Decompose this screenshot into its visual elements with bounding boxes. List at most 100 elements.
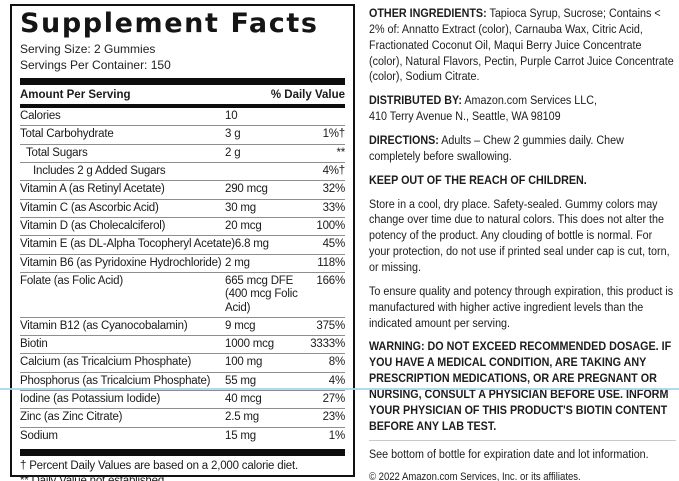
nutrient-daily-value: 4% — [328, 374, 345, 387]
table-row: Biotin 1000 mcg 3333% — [20, 335, 345, 353]
table-row: Vitamin E (as DL-Alpha Tocopheryl Acetat… — [20, 235, 345, 253]
table-row: Total Carbohydrate 3 g 1%† — [20, 125, 345, 143]
table-row: Vitamin A (as Retinyl Acetate) 290 mcg 3… — [20, 180, 345, 198]
nutrient-table: Calories 10 Total Carbohydrate 3 g 1%† T… — [20, 108, 345, 445]
nutrient-daily-value: 45% — [322, 238, 346, 251]
nutrient-name: Vitamin B12 (as Cyanocobalamin) — [20, 319, 188, 332]
footnote-daily-values: † Percent Daily Values are based on a 2,… — [20, 460, 298, 473]
divider-medium — [20, 103, 345, 108]
info-paragraph: WARNING: DO NOT EXCEED RECOMMENDED DOSAG… — [369, 339, 676, 441]
nutrient-name: Vitamin A (as Retinyl Acetate) — [20, 183, 165, 196]
info-column: OTHER INGREDIENTS: Tapioca Syrup, Sucros… — [369, 6, 676, 481]
info-paragraph: OTHER INGREDIENTS: Tapioca Syrup, Sucros… — [369, 6, 676, 85]
nutrient-amount: 2 mg — [225, 256, 250, 269]
nutrient-amount: 1000 mcg — [225, 338, 274, 351]
info-paragraph: KEEP OUT OF THE REACH OF CHILDREN. — [369, 173, 676, 189]
panel-title: Supplement Facts — [20, 8, 319, 39]
nutrient-amount: 665 mcg DFE (400 mcg Folic Acid) — [225, 274, 298, 314]
nutrient-amount: 290 mcg — [225, 183, 268, 196]
divider-thick-top — [20, 77, 345, 85]
nutrient-name: Biotin — [20, 338, 48, 351]
nutrient-daily-value: 118% — [317, 256, 345, 269]
nutrient-daily-value: 23% — [322, 411, 346, 424]
nutrient-name: Vitamin B6 (as Pyridoxine Hydrochloride) — [20, 256, 222, 269]
nutrient-amount: 15 mg — [225, 429, 256, 442]
nutrient-daily-value: 1% — [328, 429, 345, 442]
table-row: Vitamin C (as Ascorbic Acid) 30 mg 33% — [20, 198, 346, 217]
table-row: Vitamin B6 (as Pyridoxine Hydrochloride)… — [20, 253, 345, 272]
paragraph-lead: OTHER INGREDIENTS: — [369, 6, 487, 20]
info-paragraph: © 2022 Amazon.com Services, Inc. or its … — [369, 470, 676, 481]
nutrient-daily-value: 3333% — [310, 338, 345, 351]
nutrient-name: Vitamin C (as Ascorbic Acid) — [20, 201, 159, 214]
table-row: Phosphorus (as Tricalcium Phosphate) 55 … — [20, 371, 345, 390]
nutrient-name: Calcium (as Tricalcium Phosphate) — [20, 356, 192, 369]
nutrient-amount: 6.8 mg — [234, 238, 269, 251]
paragraph-text: Amazon.com Services LLC, 410 Terry Avenu… — [369, 93, 597, 124]
nutrient-name: Vitamin D (as Cholecalciferol) — [20, 219, 166, 232]
nutrient-name: Includes 2 g Added Sugars — [33, 164, 166, 177]
nutrient-name: Total Carbohydrate — [20, 128, 114, 141]
table-row: Calcium (as Tricalcium Phosphate) 100 mg… — [20, 353, 345, 371]
divider-thick-bottom — [20, 449, 345, 457]
amount-per-serving-header: Amount Per Serving — [20, 88, 131, 101]
table-row: Vitamin B12 (as Cyanocobalamin) 9 mcg 37… — [20, 316, 345, 335]
nutrient-daily-value: 33% — [322, 201, 346, 214]
daily-value-header: % Daily Value — [270, 88, 345, 101]
serving-size: Serving Size: 2 Gummies — [20, 42, 156, 57]
table-row: Calories 10 — [20, 108, 345, 125]
nutrient-name: Vitamin E (as DL-Alpha Tocopheryl Acetat… — [20, 238, 235, 251]
table-row: Total Sugars 2 g ** — [20, 143, 345, 162]
paragraph-text: Adults – Chew 2 gummies daily. Chew comp… — [369, 133, 624, 163]
nutrient-amount: 10 — [225, 109, 238, 122]
nutrient-amount: 2.5 mg — [225, 411, 259, 424]
nutrient-daily-value: 1%† — [322, 128, 346, 141]
serving-info: Serving Size: 2 Gummies Servings Per Con… — [20, 42, 345, 74]
nutrient-daily-value: 27% — [322, 393, 346, 406]
table-row: Sodium 15 mg 1% — [20, 426, 345, 445]
nutrient-name: Zinc (as Zinc Citrate) — [20, 411, 123, 424]
paragraph-lead: DIRECTIONS: — [369, 133, 439, 148]
nutrient-name: Phosphorus (as Tricalcium Phosphate) — [20, 374, 211, 387]
paragraph-lead: WARNING: DO NOT EXCEED RECOMMENDED DOSAG… — [369, 339, 672, 433]
info-paragraph: To ensure quality and potency through ex… — [369, 284, 676, 332]
nutrient-name: Iodine (as Potassium Iodide) — [20, 393, 161, 406]
table-row: Zinc (as Zinc Citrate) 2.5 mg 23% — [20, 408, 345, 426]
nutrient-amount: 100 mg — [225, 356, 263, 369]
nutrient-daily-value: ** — [336, 146, 345, 159]
paragraph-text: See bottom of bottle for expiration date… — [369, 446, 649, 461]
nutrient-amount: 55 mg — [225, 374, 256, 387]
paragraph-text: Store in a cool, dry place. Safety-seale… — [369, 196, 670, 275]
paragraph-lead: KEEP OUT OF THE REACH OF CHILDREN. — [369, 172, 587, 187]
footnotes: † Percent Daily Values are based on a 2,… — [20, 459, 345, 481]
nutrient-amount: 3 g — [225, 128, 241, 141]
nutrient-amount: 9 mcg — [225, 319, 256, 332]
servings-per-container: Servings Per Container: 150 — [20, 58, 171, 73]
nutrient-name: Total Sugars — [26, 146, 88, 159]
nutrient-amount: 2 g — [225, 146, 241, 159]
paragraph-text: Tapioca Syrup, Sucrose; Contains < 2% of… — [369, 6, 674, 84]
paragraph-text: To ensure quality and potency through ex… — [369, 283, 674, 330]
info-paragraph: DIRECTIONS: Adults – Chew 2 gummies dail… — [369, 133, 676, 165]
supplement-facts-panel: Supplement Facts Serving Size: 2 Gummies… — [10, 4, 355, 481]
nutrient-amount: 20 mcg — [225, 219, 262, 232]
table-row: Folate (as Folic Acid) 665 mcg DFE (400 … — [20, 271, 345, 317]
nutrient-name: Calories — [20, 109, 61, 122]
paragraph-lead: DISTRIBUTED BY: — [369, 93, 462, 108]
nutrient-daily-value: 4%† — [322, 164, 346, 177]
info-paragraph: DISTRIBUTED BY: Amazon.com Services LLC,… — [369, 93, 676, 125]
table-column-header: Amount Per Serving % Daily Value — [20, 85, 345, 104]
nutrient-amount: 40 mcg — [225, 393, 262, 406]
table-row: Iodine (as Potassium Iodide) 40 mcg 27% — [20, 390, 345, 408]
nutrient-name: Sodium — [20, 429, 58, 442]
info-paragraph: Store in a cool, dry place. Safety-seale… — [369, 197, 676, 276]
nutrient-amount: 30 mg — [225, 201, 256, 214]
nutrient-daily-value: 375% — [316, 319, 345, 332]
footnote-not-established: ** Daily Value not established. — [20, 474, 345, 481]
nutrient-daily-value: 166% — [316, 274, 345, 287]
nutrient-daily-value: 100% — [316, 219, 345, 232]
table-row: Vitamin D (as Cholecalciferol) 20 mcg 10… — [20, 216, 345, 235]
nutrient-name: Folate (as Folic Acid) — [20, 274, 123, 287]
nutrient-daily-value: 8% — [328, 356, 345, 369]
